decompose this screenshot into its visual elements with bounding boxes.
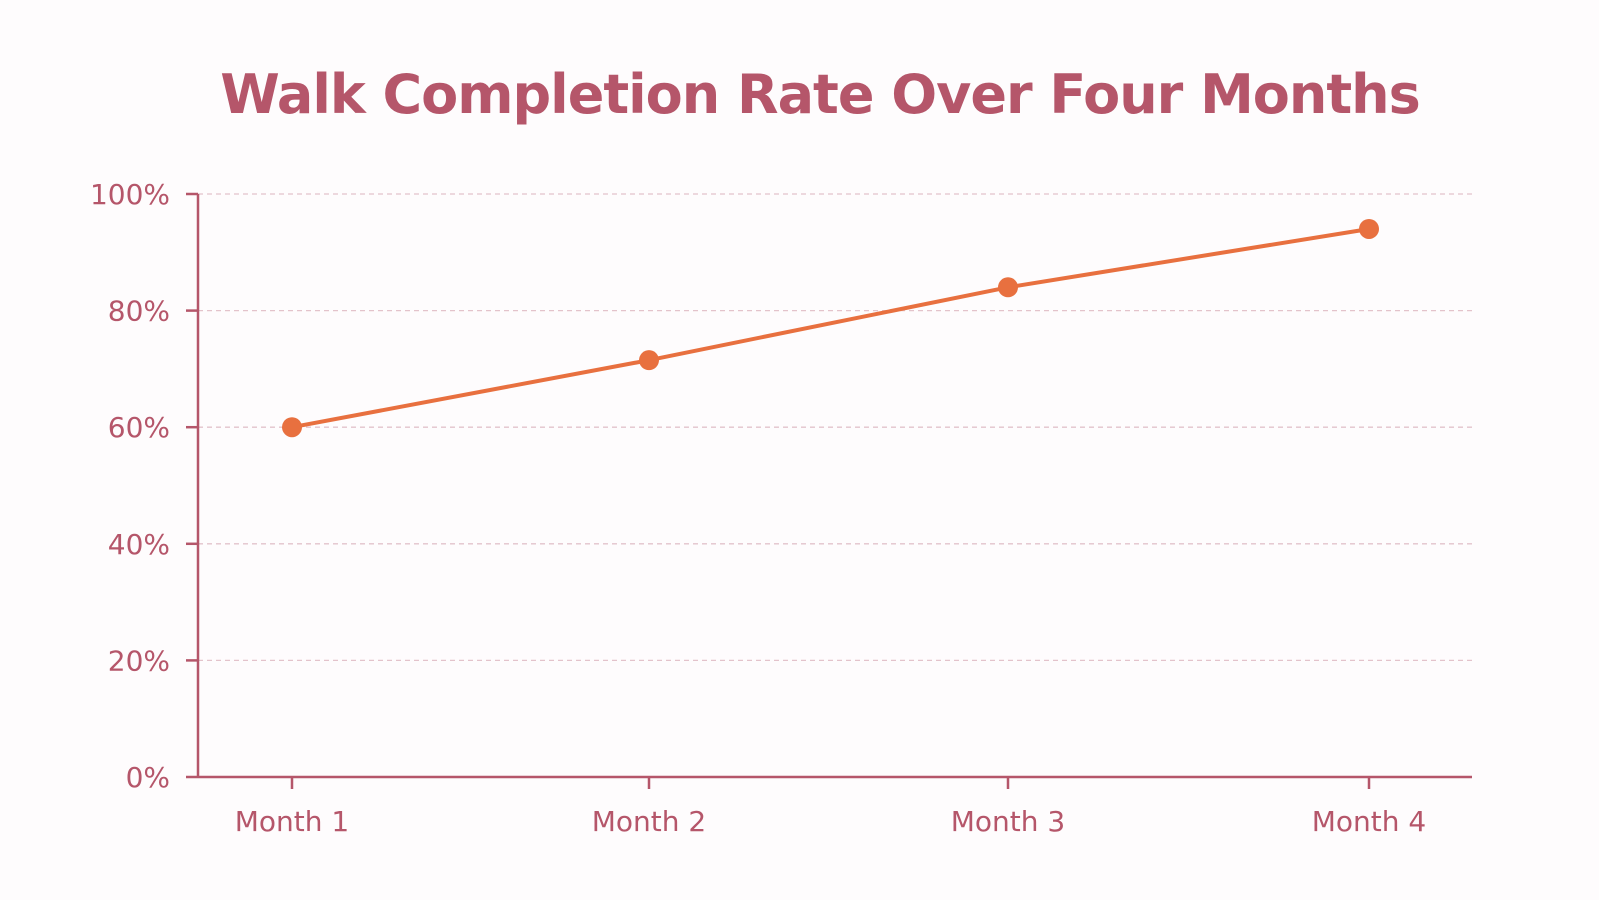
axes [186, 192, 1472, 789]
x-tick-labels: Month 1 Month 2 Month 3 Month 4 [235, 805, 1426, 838]
x-tick-label: Month 2 [592, 805, 706, 838]
y-tick-label: 60% [108, 411, 170, 444]
y-tick-label: 20% [108, 644, 170, 677]
series-layer [282, 218, 1379, 438]
series-line [290, 226, 1371, 430]
data-point-1 [282, 417, 302, 438]
data-point-3 [998, 277, 1018, 298]
y-tick-labels: 0% 20% 40% 60% 80% 100% [90, 178, 170, 794]
y-tick-label: 80% [108, 295, 170, 328]
chart-title: Walk Completion Rate Over Four Months [220, 63, 1420, 126]
y-tick-label: 40% [108, 528, 170, 561]
x-tick-label: Month 4 [1312, 805, 1426, 838]
x-tick-label: Month 1 [235, 805, 349, 838]
y-tick-label: 0% [126, 761, 170, 794]
y-tick-label: 100% [90, 178, 170, 211]
data-point-4 [1359, 218, 1379, 239]
x-tick-label: Month 3 [951, 805, 1065, 838]
data-point-2 [639, 350, 659, 371]
